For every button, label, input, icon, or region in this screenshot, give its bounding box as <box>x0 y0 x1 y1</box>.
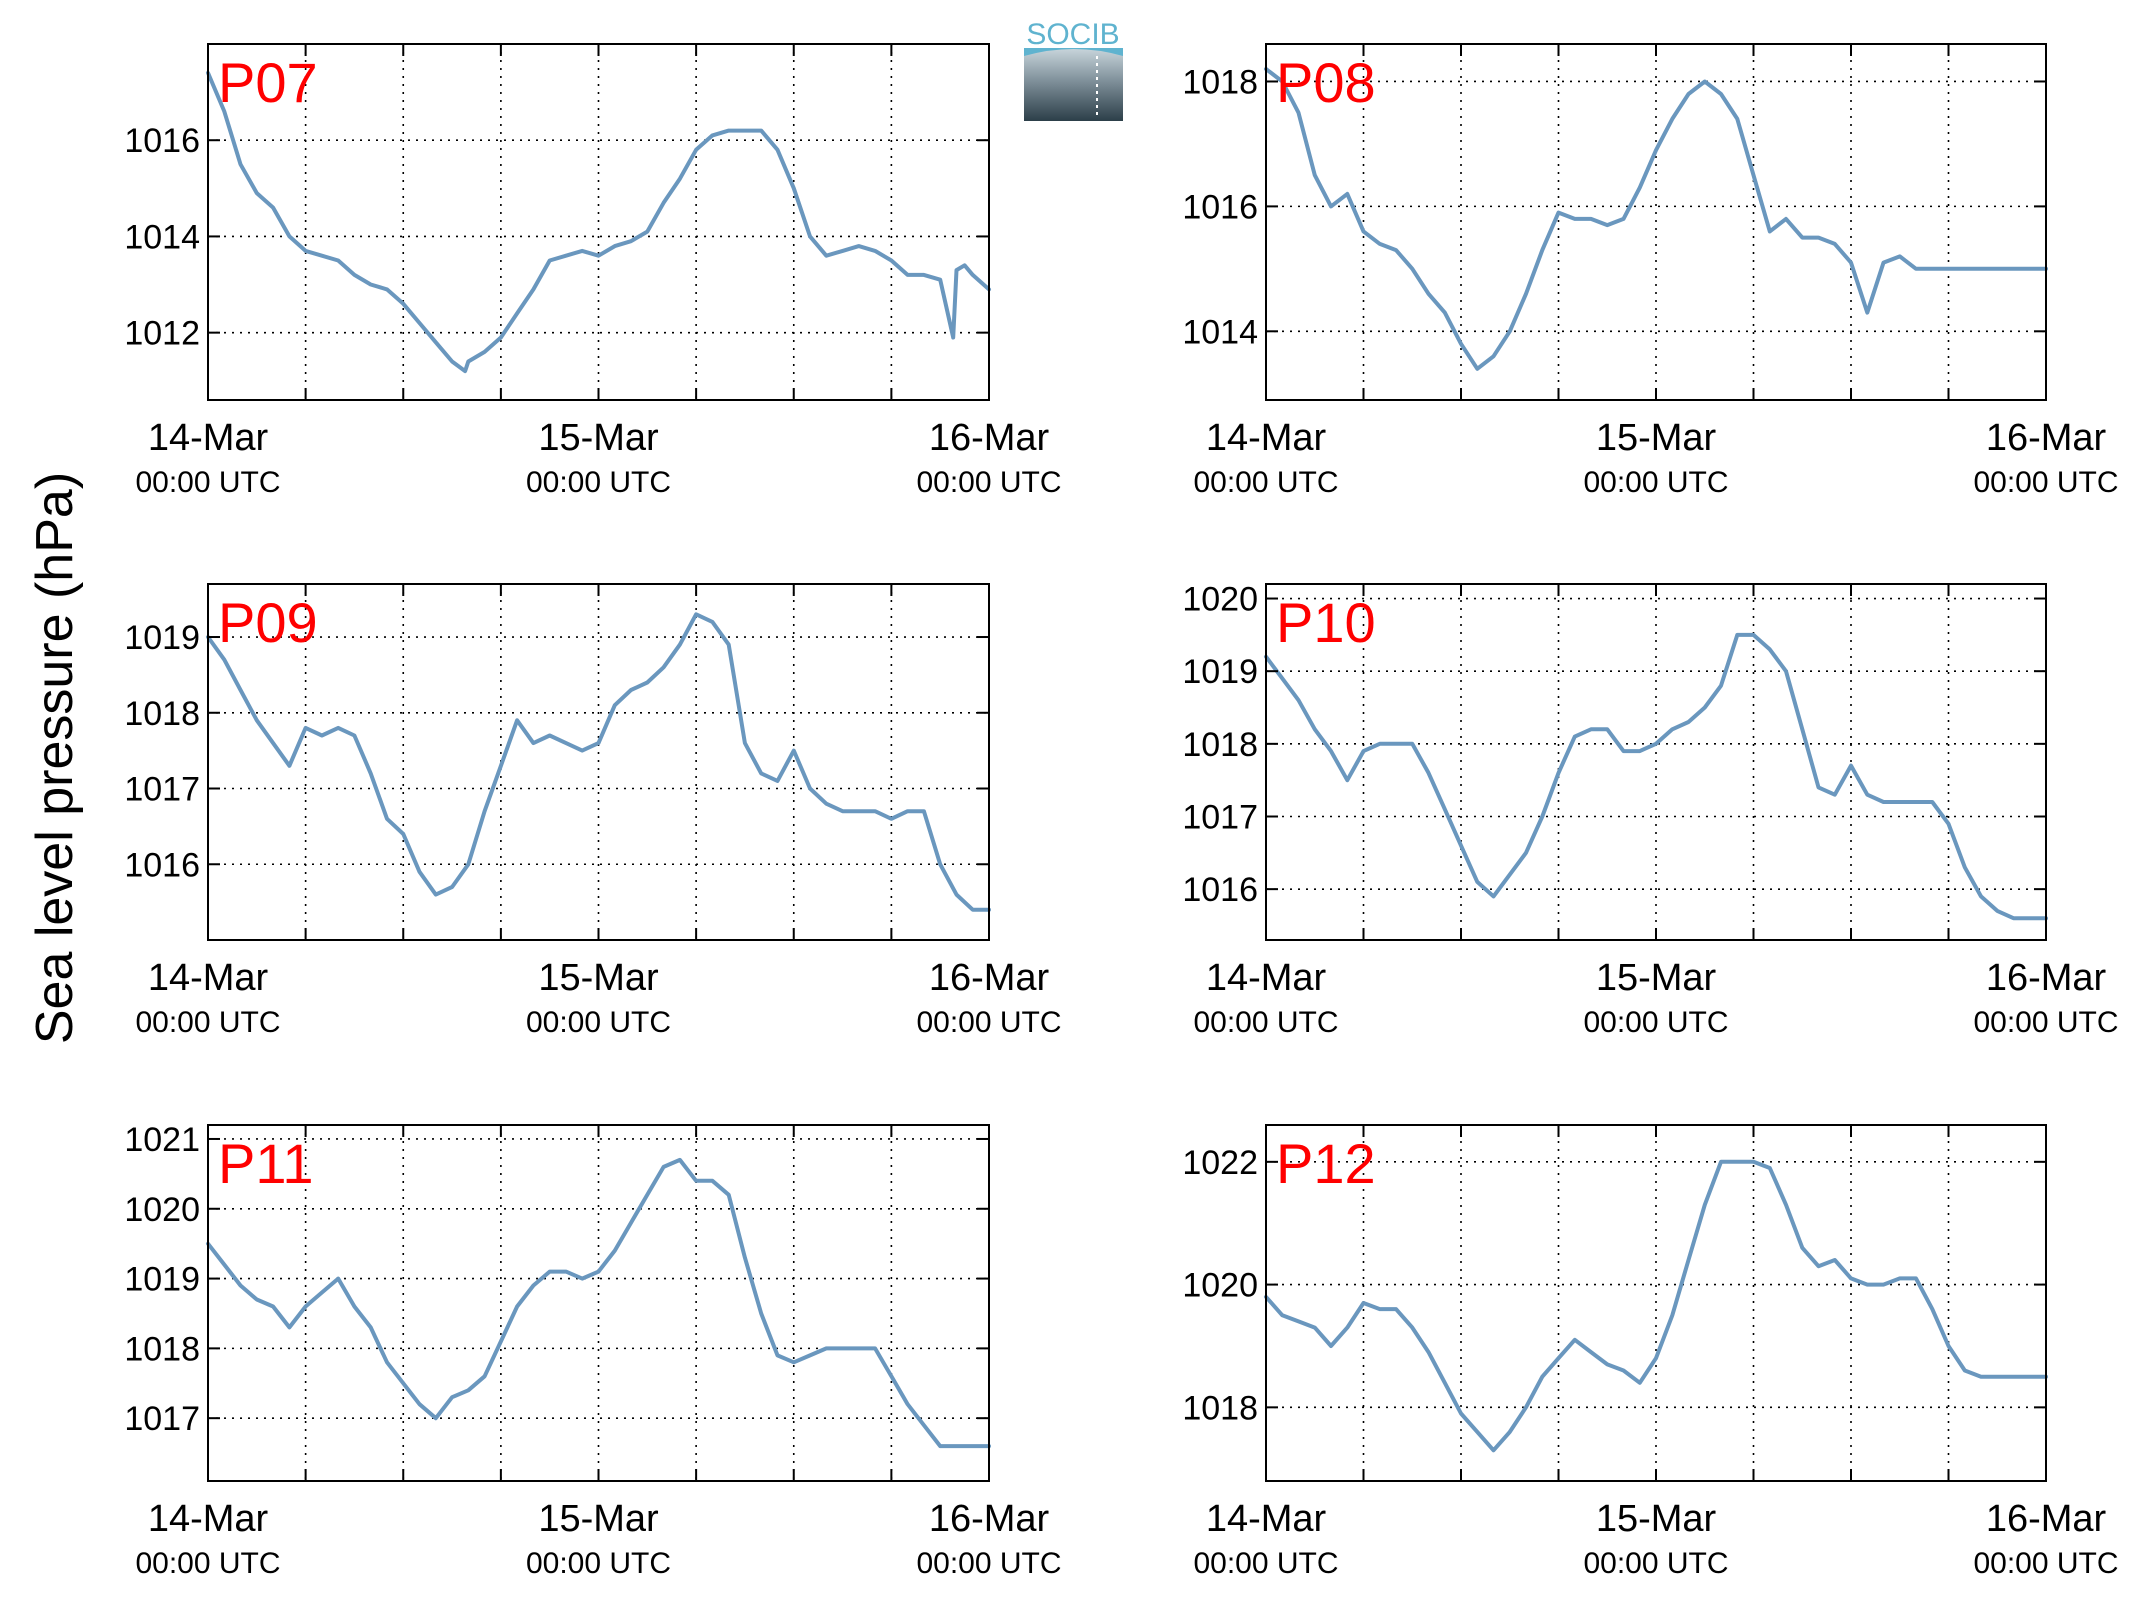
y-tick-label: 1018 <box>124 695 200 733</box>
x-tick-label-time: 00:00 UTC <box>1583 466 1728 499</box>
x-tick-label-date: 14-Mar <box>148 957 269 999</box>
y-tick-label: 1014 <box>1182 313 1258 351</box>
y-tick-label: 1016 <box>1182 188 1258 226</box>
x-tick-label-time: 00:00 UTC <box>1193 1547 1338 1580</box>
y-tick-label: 1017 <box>124 771 200 809</box>
x-tick-label-date: 14-Mar <box>148 417 269 459</box>
panel-label: P08 <box>1276 51 1376 114</box>
y-tick-label: 1022 <box>1182 1144 1258 1182</box>
series-line <box>206 70 991 374</box>
x-tick-label-date: 14-Mar <box>1206 957 1327 999</box>
x-tick-label-date: 15-Mar <box>538 1498 659 1540</box>
x-tick-label-time: 00:00 UTC <box>1583 1547 1728 1580</box>
chart-panel-p07: 1012 1014 1016 14-Mar 00:00 UTC 15-Mar 00:00 U… <box>124 43 1062 499</box>
y-tick-label: 1019 <box>124 1261 200 1299</box>
x-tick-label-time: 00:00 UTC <box>526 466 671 499</box>
x-tick-label-date: 16-Mar <box>929 1498 1050 1540</box>
y-tick-label: 1014 <box>124 218 200 256</box>
x-tick-label-time: 00:00 UTC <box>526 1006 671 1039</box>
socib-logo: SOCIB <box>1024 18 1123 121</box>
x-tick-label-date: 15-Mar <box>1596 957 1717 999</box>
y-tick-label: 1020 <box>1182 1267 1258 1305</box>
x-tick-label-date: 16-Mar <box>929 957 1050 999</box>
y-tick-label: 1020 <box>1182 581 1258 619</box>
x-tick-label-time: 00:00 UTC <box>1583 1006 1728 1039</box>
chart-panel-p09: 1016 1017 1018 1019 14-Mar 00:00 UTC 15-Mar 00:… <box>124 583 1062 1039</box>
figure-ylabel: Sea level pressure (hPa) <box>26 472 84 1044</box>
x-tick-label-date: 14-Mar <box>148 1498 269 1540</box>
series-line <box>206 1157 991 1449</box>
y-tick-label: 1016 <box>124 846 200 884</box>
series-line <box>1264 632 2048 921</box>
x-tick-label-time: 00:00 UTC <box>1973 466 2118 499</box>
y-tick-label: 1016 <box>1182 871 1258 909</box>
series-line <box>206 612 991 912</box>
y-tick-label: 1018 <box>1182 726 1258 764</box>
chart-panel-p08: 1014 1016 1018 14-Mar 00:00 UTC 15-Mar 00:00 U… <box>1182 43 2119 499</box>
chart-panel-p11: 1017 1018 1019 1020 1021 14-Mar 00:00 UTC 15-Ma… <box>124 1121 1061 1580</box>
x-tick-label-time: 00:00 UTC <box>1193 466 1338 499</box>
x-tick-label-date: 15-Mar <box>1596 1498 1717 1540</box>
panel-label: P07 <box>218 51 318 114</box>
grid <box>208 44 989 400</box>
panel-label: P11 <box>218 1132 313 1195</box>
chart-panel-p12: 1018 1020 1022 14-Mar 00:00 UTC 15-Mar 00:00 U… <box>1182 1124 2119 1580</box>
grid <box>208 1125 989 1481</box>
series-line <box>1264 67 2048 371</box>
socib-logo-text: SOCIB <box>1026 18 1119 51</box>
x-tick-label-time: 00:00 UTC <box>916 466 1061 499</box>
series-line <box>1264 1159 2048 1453</box>
y-tick-label: 1012 <box>124 315 200 353</box>
x-tick-label-time: 00:00 UTC <box>526 1547 671 1580</box>
x-tick-label-date: 16-Mar <box>929 417 1050 459</box>
panel-label: P12 <box>1276 1132 1376 1195</box>
y-tick-label: 1016 <box>124 122 200 160</box>
y-tick-label: 1019 <box>124 619 200 657</box>
x-tick-label-time: 00:00 UTC <box>135 1547 280 1580</box>
x-tick-label-time: 00:00 UTC <box>1193 1006 1338 1039</box>
grid <box>1266 584 2046 940</box>
x-tick-label-date: 16-Mar <box>1986 957 2107 999</box>
y-tick-label: 1017 <box>124 1400 200 1438</box>
x-tick-label-date: 15-Mar <box>538 417 659 459</box>
grid <box>208 584 989 940</box>
y-tick-label: 1018 <box>1182 63 1258 101</box>
x-tick-label-date: 16-Mar <box>1986 417 2107 459</box>
y-tick-label: 1021 <box>124 1121 200 1159</box>
x-tick-label-date: 14-Mar <box>1206 417 1327 459</box>
x-tick-label-date: 16-Mar <box>1986 1498 2107 1540</box>
x-tick-label-time: 00:00 UTC <box>916 1547 1061 1580</box>
chart-panel-p10: 1016 1017 1018 1019 1020 14-Mar 00:00 UTC 15-Ma… <box>1182 581 2118 1039</box>
x-tick-label-time: 00:00 UTC <box>135 466 280 499</box>
y-tick-label: 1020 <box>124 1191 200 1229</box>
y-tick-label: 1018 <box>1182 1389 1258 1427</box>
x-tick-label-date: 15-Mar <box>1596 417 1717 459</box>
y-tick-label: 1017 <box>1182 798 1258 836</box>
y-tick-label: 1018 <box>124 1330 200 1368</box>
x-tick-label-date: 14-Mar <box>1206 1498 1327 1540</box>
x-tick-label-time: 00:00 UTC <box>135 1006 280 1039</box>
panel-label: P10 <box>1276 591 1376 654</box>
x-tick-label-time: 00:00 UTC <box>1973 1006 2118 1039</box>
panel-label: P09 <box>218 591 318 654</box>
y-tick-label: 1019 <box>1182 653 1258 691</box>
x-tick-label-date: 15-Mar <box>538 957 659 999</box>
x-tick-label-time: 00:00 UTC <box>1973 1547 2118 1580</box>
x-tick-label-time: 00:00 UTC <box>916 1006 1061 1039</box>
